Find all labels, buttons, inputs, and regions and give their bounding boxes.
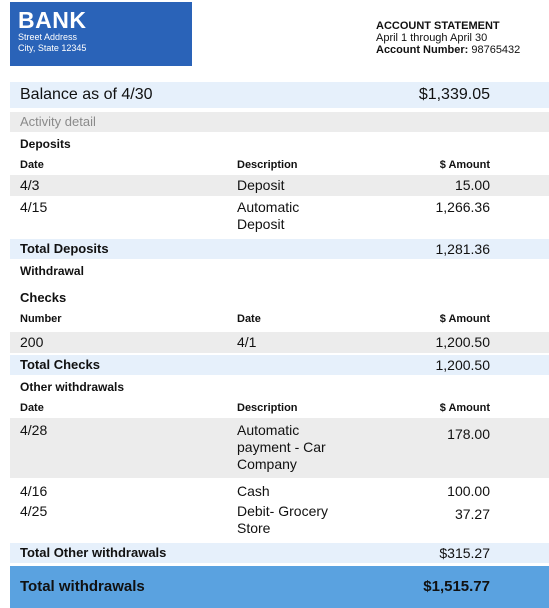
deposit-date: 4/15 (20, 199, 48, 215)
table-row: 4/15 Automatic Deposit 1,266.36 (10, 198, 549, 236)
deposits-section-title: Deposits (10, 135, 549, 153)
withdrawal-description: Cash (237, 483, 270, 499)
total-other-withdrawals-label: Total Other withdrawals (20, 545, 167, 560)
balance-amount: $1,339.05 (418, 86, 490, 103)
check-date: 4/1 (237, 334, 257, 350)
deposits-description-header: Description (237, 159, 298, 171)
checks-amount-header: $ Amount (439, 313, 490, 325)
withdrawal-section-title: Withdrawal (10, 262, 549, 280)
total-checks-amount: 1,200.50 (435, 357, 491, 373)
deposit-description: Automatic Deposit (237, 199, 300, 232)
table-row: 4/28 Automatic payment - Car Company 178… (10, 418, 549, 478)
table-row: 200 4/1 1,200.50 (10, 332, 549, 353)
statement-title: ACCOUNT STATEMENT (376, 20, 500, 32)
statement-header: ACCOUNT STATEMENT April 1 through April … (376, 20, 520, 56)
bank-logo-box: BANK Street Address City, State 12345 (10, 2, 192, 66)
withdrawal-description: Automatic payment - Car Company (237, 422, 326, 472)
checks-date-header: Date (237, 313, 261, 325)
withdrawal-amount: 100.00 (447, 483, 490, 499)
withdrawal-date: 4/16 (20, 483, 48, 499)
account-number-line: Account Number: 98765432 (376, 44, 520, 56)
deposits-title: Deposits (20, 137, 71, 151)
activity-detail-heading: Activity detail (10, 112, 549, 132)
withdrawal-description: Debit- Grocery Store (237, 503, 329, 536)
other-withdrawals-title: Other withdrawals (20, 380, 125, 394)
balance-row: Balance as of 4/30 $1,339.05 (10, 82, 549, 108)
check-number: 200 (20, 334, 44, 350)
deposits-amount-header: $ Amount (439, 159, 490, 171)
withdrawal-amount: 37.27 (454, 506, 490, 522)
deposits-header-row: Date Description $ Amount (10, 157, 549, 173)
account-number: 98765432 (471, 44, 521, 56)
table-row: 4/25 Debit- Grocery Store 37.27 (10, 502, 549, 540)
withdrawal-amount: 178.00 (447, 426, 490, 442)
other-withdrawals-section-title: Other withdrawals (10, 378, 549, 396)
balance-label: Balance as of 4/30 (20, 86, 153, 103)
checks-header-row: Number Date $ Amount (10, 311, 549, 327)
total-deposits-row: Total Deposits 1,281.36 (10, 239, 549, 259)
table-row: 4/3 Deposit 15.00 (10, 175, 549, 196)
total-deposits-amount: 1,281.36 (435, 241, 491, 257)
bank-name: BANK (18, 7, 87, 33)
total-other-withdrawals-row: Total Other withdrawals $315.27 (10, 543, 549, 563)
total-deposits-label: Total Deposits (20, 241, 109, 256)
checks-number-header: Number (20, 313, 62, 325)
deposit-description: Deposit (237, 177, 285, 193)
withdrawal-date: 4/25 (20, 503, 48, 519)
other-withdrawals-amount-header: $ Amount (439, 402, 490, 414)
check-amount: 1,200.50 (435, 334, 491, 350)
activity-detail-label: Activity detail (20, 114, 96, 129)
deposits-date-header: Date (20, 159, 44, 171)
total-other-withdrawals-amount: $315.27 (439, 545, 490, 561)
table-row: 4/16 Cash 100.00 (10, 482, 549, 501)
deposit-date: 4/3 (20, 177, 40, 193)
statement-period: April 1 through April 30 (376, 32, 488, 44)
withdrawal-date: 4/28 (20, 422, 48, 438)
account-number-label: Account Number: (376, 44, 469, 56)
total-withdrawals-label: Total withdrawals (20, 578, 145, 595)
total-checks-label: Total Checks (20, 357, 100, 372)
bank-street: Street Address (18, 32, 78, 42)
checks-title: Checks (20, 290, 67, 305)
other-withdrawals-description-header: Description (237, 402, 298, 414)
bank-city: City, State 12345 (18, 43, 87, 53)
total-withdrawals-amount: $1,515.77 (423, 578, 490, 595)
deposit-amount: 1,266.36 (435, 199, 491, 215)
total-withdrawals-row: Total withdrawals $1,515.77 (10, 566, 549, 608)
deposit-amount: 15.00 (454, 177, 490, 193)
other-withdrawals-header-row: Date Description $ Amount (10, 400, 549, 416)
checks-section-title: Checks (10, 289, 549, 307)
total-checks-row: Total Checks 1,200.50 (10, 355, 549, 375)
withdrawal-title: Withdrawal (20, 264, 84, 278)
other-withdrawals-date-header: Date (20, 402, 44, 414)
